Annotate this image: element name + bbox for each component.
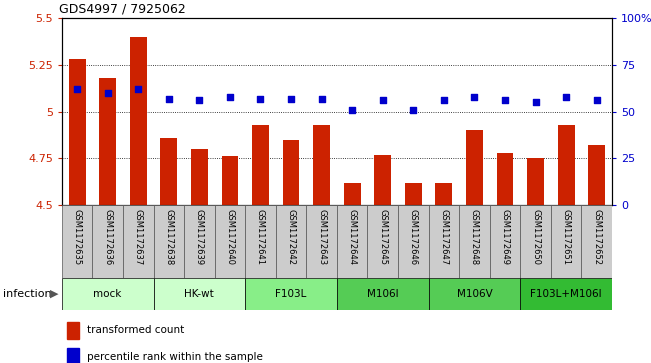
Point [133, 86, 143, 92]
Text: HK-wt: HK-wt [184, 289, 214, 299]
FancyBboxPatch shape [428, 205, 459, 278]
Point [561, 94, 572, 99]
FancyBboxPatch shape [337, 278, 428, 310]
FancyBboxPatch shape [154, 205, 184, 278]
Text: GSM1172641: GSM1172641 [256, 209, 265, 265]
Bar [436, 183, 452, 205]
Text: M106V: M106V [456, 289, 492, 299]
Text: GSM1172649: GSM1172649 [501, 209, 510, 265]
Text: GSM1172635: GSM1172635 [73, 209, 81, 265]
Bar [374, 155, 391, 205]
Point [225, 94, 235, 99]
Text: transformed count: transformed count [87, 325, 184, 335]
Bar [252, 125, 269, 205]
FancyBboxPatch shape [581, 205, 612, 278]
Bar [130, 37, 146, 205]
Bar [558, 125, 574, 205]
Text: GSM1172640: GSM1172640 [225, 209, 234, 265]
FancyBboxPatch shape [307, 205, 337, 278]
Point [469, 94, 480, 99]
Text: GSM1172648: GSM1172648 [470, 209, 479, 265]
Point [194, 98, 204, 103]
FancyBboxPatch shape [490, 205, 520, 278]
FancyBboxPatch shape [459, 205, 490, 278]
Point [500, 98, 510, 103]
Bar [191, 149, 208, 205]
Text: GSM1172650: GSM1172650 [531, 209, 540, 265]
FancyBboxPatch shape [62, 278, 154, 310]
Text: GSM1172636: GSM1172636 [104, 209, 112, 265]
Point [347, 107, 357, 113]
FancyBboxPatch shape [520, 278, 612, 310]
Point [531, 99, 541, 105]
FancyBboxPatch shape [215, 205, 245, 278]
FancyBboxPatch shape [123, 205, 154, 278]
FancyBboxPatch shape [337, 205, 367, 278]
Text: F103L: F103L [275, 289, 307, 299]
Text: GSM1172651: GSM1172651 [562, 209, 570, 265]
Bar [69, 59, 85, 205]
Text: GSM1172643: GSM1172643 [317, 209, 326, 265]
Bar [100, 78, 116, 205]
Point [316, 95, 327, 101]
Bar [466, 130, 483, 205]
Text: mock: mock [94, 289, 122, 299]
Point [592, 98, 602, 103]
FancyBboxPatch shape [276, 205, 307, 278]
FancyBboxPatch shape [245, 278, 337, 310]
Text: ▶: ▶ [49, 289, 59, 299]
Text: GSM1172638: GSM1172638 [164, 209, 173, 265]
Bar [160, 138, 177, 205]
Bar [344, 183, 361, 205]
Text: infection: infection [3, 289, 52, 299]
Text: GSM1172646: GSM1172646 [409, 209, 418, 265]
Text: GDS4997 / 7925062: GDS4997 / 7925062 [59, 2, 186, 15]
Bar [221, 156, 238, 205]
FancyBboxPatch shape [551, 205, 581, 278]
Point [72, 86, 82, 92]
Bar [283, 140, 299, 205]
FancyBboxPatch shape [428, 278, 520, 310]
Text: percentile rank within the sample: percentile rank within the sample [87, 351, 262, 362]
Point [378, 98, 388, 103]
FancyBboxPatch shape [92, 205, 123, 278]
Text: GSM1172642: GSM1172642 [286, 209, 296, 265]
FancyBboxPatch shape [398, 205, 428, 278]
Bar [313, 125, 330, 205]
Text: GSM1172639: GSM1172639 [195, 209, 204, 265]
Text: GSM1172647: GSM1172647 [439, 209, 449, 265]
Text: GSM1172645: GSM1172645 [378, 209, 387, 265]
Point [255, 95, 266, 101]
Bar [589, 145, 605, 205]
Bar [67, 348, 79, 363]
FancyBboxPatch shape [520, 205, 551, 278]
Text: F103L+M106I: F103L+M106I [531, 289, 602, 299]
Point [102, 90, 113, 96]
Bar [405, 183, 422, 205]
Bar [497, 153, 514, 205]
FancyBboxPatch shape [154, 278, 245, 310]
FancyBboxPatch shape [245, 205, 276, 278]
FancyBboxPatch shape [184, 205, 215, 278]
Text: GSM1172644: GSM1172644 [348, 209, 357, 265]
Point [408, 107, 419, 113]
Point [163, 95, 174, 101]
Point [286, 95, 296, 101]
Bar [527, 158, 544, 205]
Bar [67, 322, 79, 339]
Point [439, 98, 449, 103]
FancyBboxPatch shape [367, 205, 398, 278]
Text: GSM1172637: GSM1172637 [133, 209, 143, 265]
Text: M106I: M106I [367, 289, 398, 299]
Text: GSM1172652: GSM1172652 [592, 209, 601, 265]
FancyBboxPatch shape [62, 205, 92, 278]
